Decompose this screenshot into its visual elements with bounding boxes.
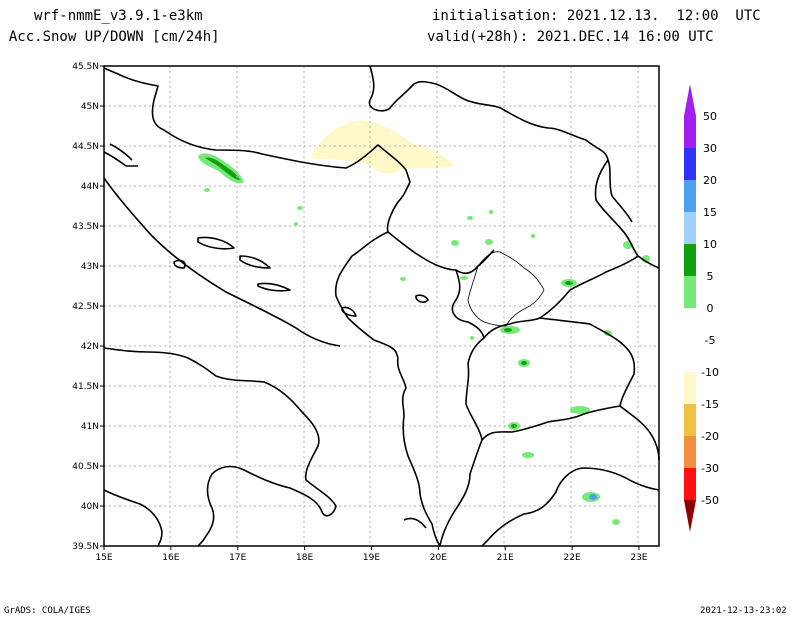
colorbar-segment — [684, 404, 696, 436]
lat-tick-label: 41N — [81, 422, 99, 432]
colorbar-label: -30 — [701, 462, 719, 475]
init-time: initialisation: 2021.12.13. 12:00 UTC — [432, 8, 761, 24]
colorbar-segment — [684, 340, 696, 372]
colorbar-label: -50 — [701, 494, 719, 507]
lat-tick-label: 42N — [81, 342, 99, 352]
valid-time: valid(+28h): 2021.DEC.14 16:00 UTC — [427, 29, 714, 45]
lon-tick-label: 21E — [497, 553, 514, 563]
lat-tick-label: 42.5N — [72, 302, 99, 312]
colorbar-segment — [684, 372, 696, 404]
grads-credit: GrADS: COLA/IGES — [4, 606, 91, 616]
lon-tick-label: 22E — [564, 553, 581, 563]
longitude-labels: 15E 16E 17E 18E 19E 20E 21E 22E 23E — [95, 546, 648, 563]
colorbar-label: -5 — [705, 334, 716, 347]
model-title: wrf-nmmE_v3.9.1-e3km — [34, 8, 203, 24]
lat-tick-label: 43N — [81, 262, 99, 272]
colorbar-segment — [684, 212, 696, 244]
lon-tick-label: 23E — [630, 553, 647, 563]
lat-tick-label: 41.5N — [72, 382, 99, 392]
colorbar-bottom-arrow — [684, 500, 696, 532]
lat-tick-label: 40.5N — [72, 462, 99, 472]
colorbar-label: 15 — [703, 206, 717, 219]
lon-tick-label: 16E — [162, 553, 179, 563]
lat-tick-label: 39.5N — [72, 542, 99, 552]
colorbar-label: 50 — [703, 110, 717, 123]
colorbar-segment — [684, 276, 696, 308]
colorbar-segment — [684, 468, 696, 500]
colorbar-label: -15 — [701, 398, 719, 411]
colorbar-segment — [684, 436, 696, 468]
latitude-labels: 45.5N 45N 44.5N 44N 43.5N 43N 42.5N 42N 41.5N 41N… — [72, 62, 104, 552]
lat-tick-label: 43.5N — [72, 222, 99, 232]
lat-tick-label: 45N — [81, 102, 99, 112]
lon-tick-label: 17E — [229, 553, 246, 563]
lat-tick-label: 40N — [81, 502, 99, 512]
lat-tick-label: 44N — [81, 182, 99, 192]
lon-tick-label: 20E — [430, 553, 447, 563]
colorbar-label: -20 — [701, 430, 719, 443]
lon-tick-label: 19E — [363, 553, 380, 563]
colorbar-segment — [684, 148, 696, 180]
lon-tick-label: 15E — [95, 553, 112, 563]
plot-timestamp: 2021-12-13-23:02 — [700, 606, 787, 616]
kosovo-border — [467, 251, 545, 327]
colorbar-label: 30 — [703, 142, 717, 155]
colorbar-segment — [684, 308, 696, 340]
field-title: h Acc.Snow UP/DOWN [cm/24h] — [0, 29, 220, 45]
coastlines-borders — [103, 65, 660, 547]
colorbar-label: -10 — [701, 366, 719, 379]
colorbar-label: 10 — [703, 238, 717, 251]
lat-tick-label: 44.5N — [72, 142, 99, 152]
lon-tick-label: 18E — [296, 553, 313, 563]
colorbar-top-arrow — [684, 84, 696, 116]
map-gridlines — [104, 66, 659, 546]
colorbar-segment — [684, 180, 696, 212]
lat-tick-label: 45.5N — [72, 62, 99, 72]
colorbar-segment — [684, 244, 696, 276]
colorbar-segment — [684, 116, 696, 148]
colorbar-label: 20 — [703, 174, 717, 187]
colorbar-label: 0 — [707, 302, 714, 315]
colorbar-label: 5 — [707, 270, 714, 283]
